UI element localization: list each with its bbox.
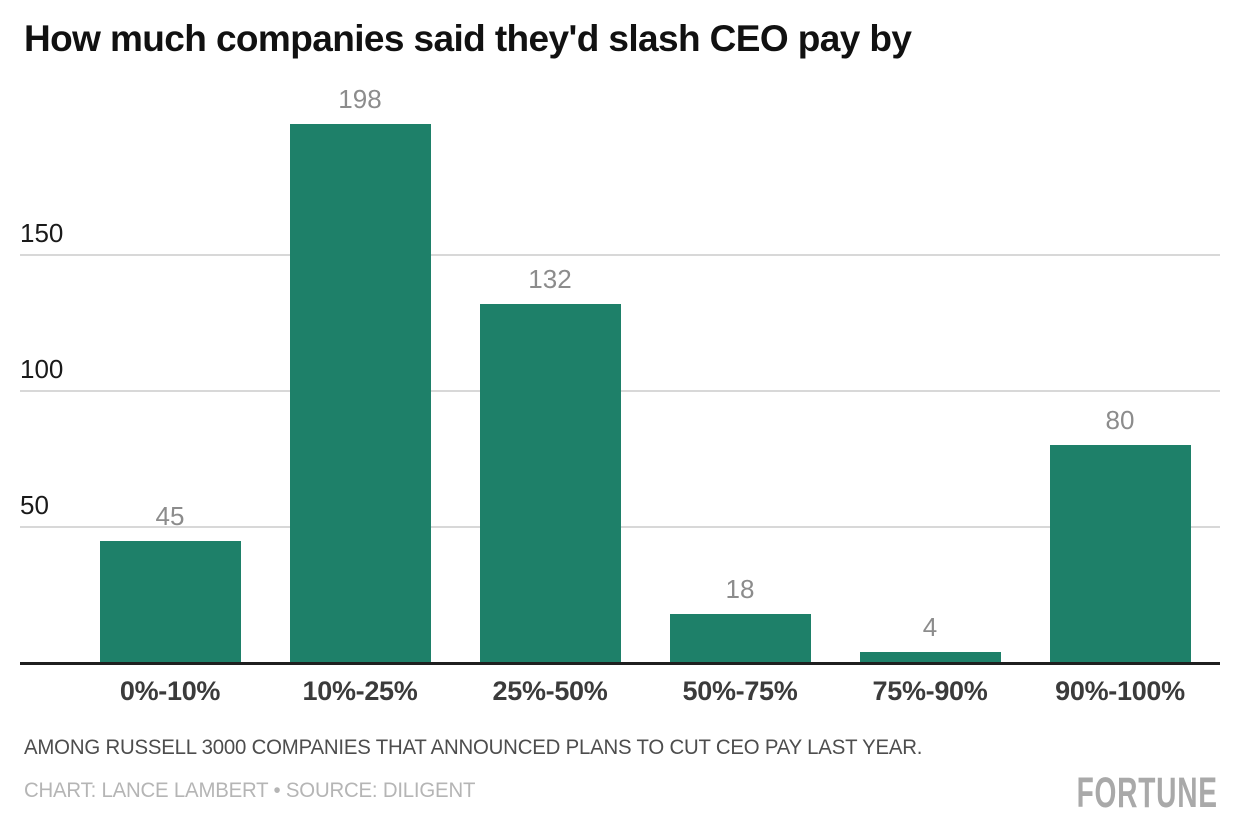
y-axis-tick-label: 100: [20, 354, 64, 384]
bar-value-label: 18: [725, 574, 755, 605]
x-axis-category-label: 10%-25%: [302, 676, 418, 706]
x-axis-line: [20, 662, 1220, 665]
bar-value-label: 80: [1105, 405, 1135, 436]
bar-0%-10%: [99, 540, 241, 663]
y-axis-tick-label: 50: [20, 490, 49, 520]
chart-footnote: AMONG RUSSELL 3000 COMPANIES THAT ANNOUN…: [24, 736, 923, 759]
chart-credit: CHART: LANCE LAMBERT • SOURCE: DILIGENT: [24, 779, 476, 802]
bar-25%-50%: [479, 303, 621, 663]
bar-10%-25%: [289, 124, 431, 663]
x-axis-category-label: 50%-75%: [682, 676, 798, 706]
bar-value-label: 198: [338, 84, 382, 115]
chart-title: How much companies said they'd slash CEO…: [24, 18, 912, 59]
bar-90%-100%: [1049, 445, 1191, 663]
x-axis-category-label: 75%-90%: [872, 676, 988, 706]
x-axis-category-label: 0%-10%: [119, 676, 221, 706]
bar-chart-plot-area: 50 100 150 45 0%-10% 198 10%-25% 132 25%-50% 18 50…: [20, 86, 1220, 706]
y-axis-tick-label: 150: [20, 218, 64, 248]
fortune-logo: FORTUNE: [1076, 768, 1218, 816]
bar-value-label: 4: [922, 612, 938, 643]
gridline-150: [20, 254, 1220, 256]
x-axis-category-label: 25%-50%: [492, 676, 608, 706]
bar-50%-75%: [669, 614, 811, 663]
bar-value-label: 45: [155, 500, 185, 531]
bar-value-label: 132: [528, 263, 572, 294]
x-axis-category-label: 90%-100%: [1055, 676, 1185, 706]
bar-75%-90%: [859, 652, 1001, 663]
